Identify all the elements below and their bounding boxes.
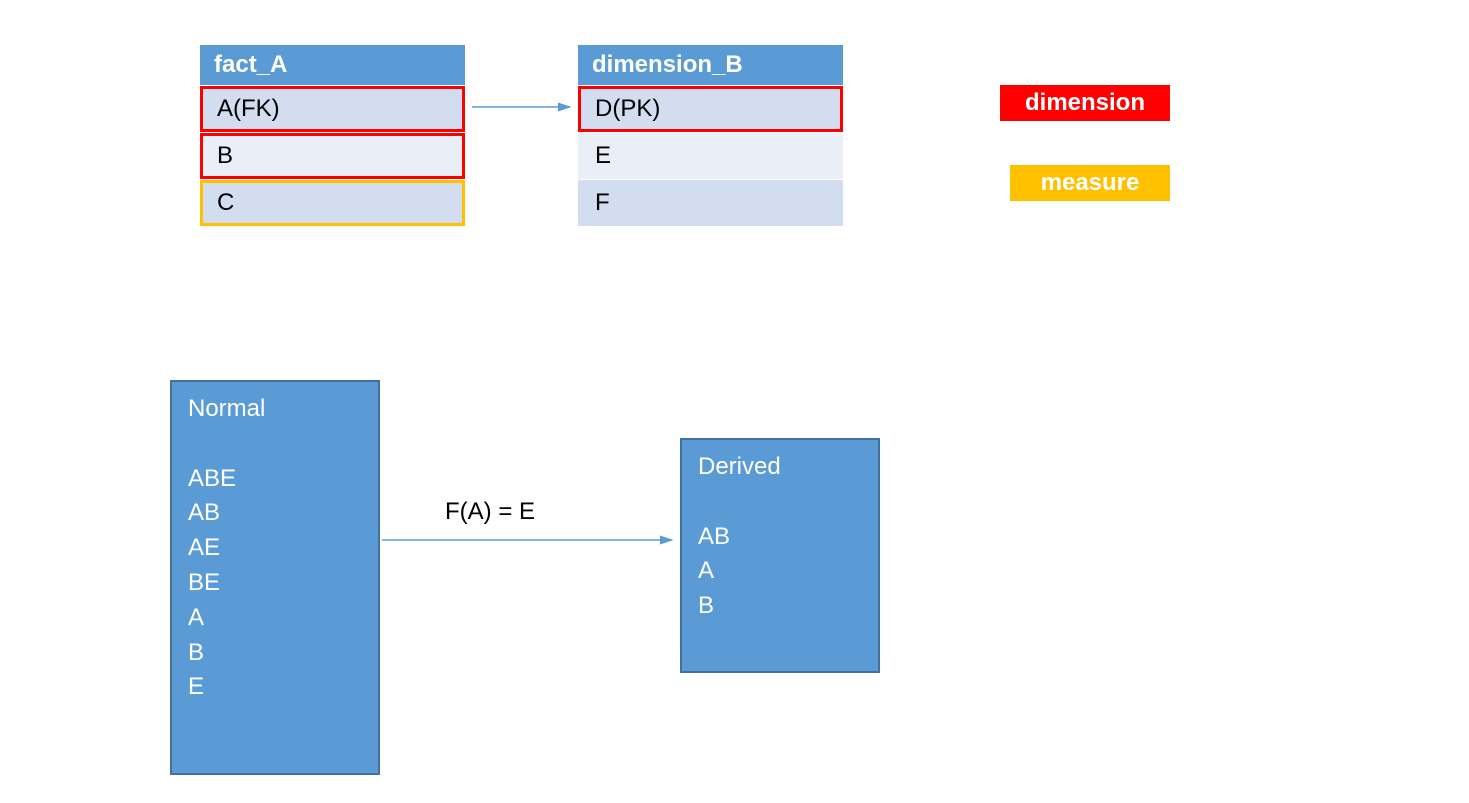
fact-table-row: C — [200, 180, 465, 226]
arrow-label: F(A) = E — [445, 498, 535, 526]
normal-box-item: AB — [188, 496, 362, 531]
dimension-table: dimension_B D(PK) E F — [578, 45, 843, 227]
derived-box-item: AB — [698, 520, 862, 555]
derived-box-item: B — [698, 589, 862, 624]
normal-box-item: A — [188, 601, 362, 636]
fact-table-row: A(FK) — [200, 86, 465, 132]
legend-dimension-badge: dimension — [1000, 85, 1170, 121]
normal-box-item: BE — [188, 566, 362, 601]
derived-box-title: Derived — [698, 450, 862, 485]
fact-table-row: B — [200, 133, 465, 179]
dimension-table-row: F — [578, 180, 843, 226]
normal-box-title: Normal — [188, 392, 362, 427]
blank-line — [188, 427, 362, 462]
fact-table-header: fact_A — [200, 45, 465, 85]
dimension-table-header: dimension_B — [578, 45, 843, 85]
normal-box-item: E — [188, 670, 362, 705]
normal-box-item: B — [188, 636, 362, 671]
normal-box: Normal ABE AB AE BE A B E — [170, 380, 380, 775]
fact-table: fact_A A(FK) B C — [200, 45, 465, 227]
normal-box-item: ABE — [188, 462, 362, 497]
blank-line — [698, 485, 862, 520]
dimension-table-row: E — [578, 133, 843, 179]
derived-box: Derived AB A B — [680, 438, 880, 673]
derived-box-item: A — [698, 554, 862, 589]
normal-box-item: AE — [188, 531, 362, 566]
dimension-table-row: D(PK) — [578, 86, 843, 132]
legend-measure-badge: measure — [1010, 165, 1170, 201]
